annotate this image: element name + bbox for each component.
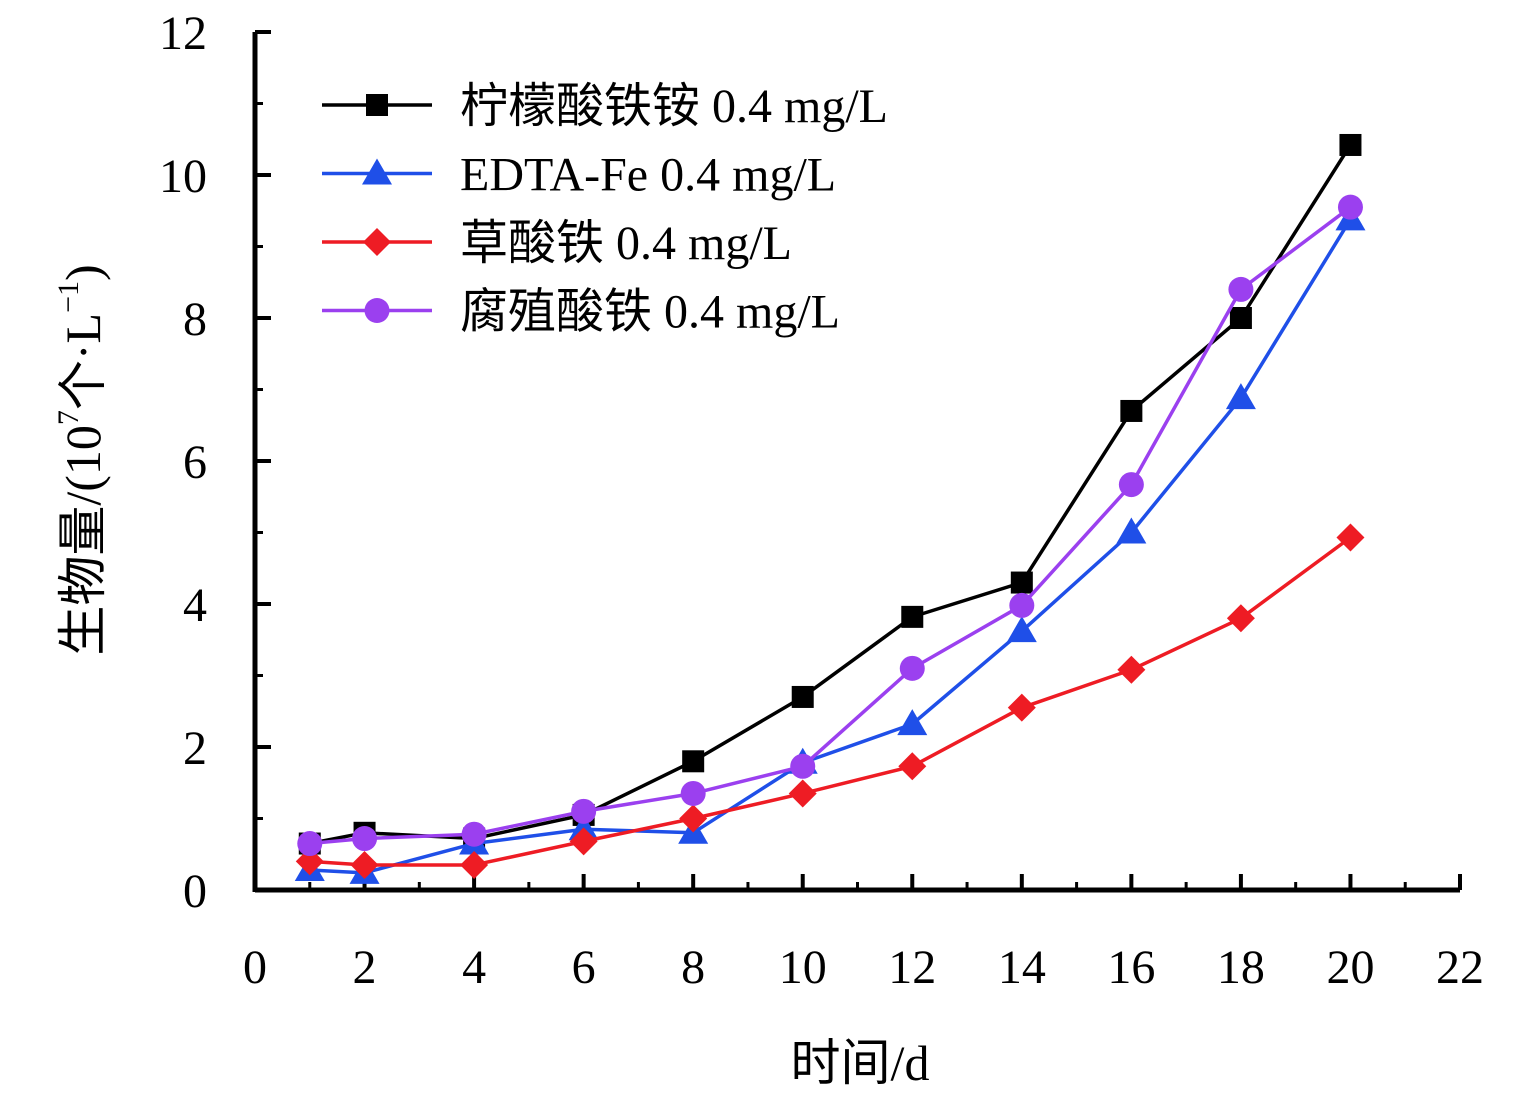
y-tick-label: 2 xyxy=(183,722,207,775)
legend-item: 腐殖酸铁 0.4 mg/L xyxy=(322,286,840,339)
x-tick-label: 4 xyxy=(462,941,486,994)
data-point xyxy=(461,821,487,847)
y-tick-label: 6 xyxy=(183,436,207,489)
data-point xyxy=(1116,517,1147,544)
x-axis-title: 时间/d xyxy=(791,1035,930,1091)
legend-marker xyxy=(364,298,390,323)
legend-marker xyxy=(366,94,388,116)
data-point xyxy=(295,847,324,876)
data-point xyxy=(790,753,816,779)
legend-label: 腐殖酸铁 0.4 mg/L xyxy=(460,286,840,339)
series-line xyxy=(309,536,1352,867)
data-point xyxy=(791,685,814,708)
data-point xyxy=(897,709,928,736)
y-axis-title-sup-minus1: −1 xyxy=(52,281,85,313)
data-point xyxy=(352,826,378,852)
y-axis-title-main: 生物量/(10 xyxy=(55,425,111,656)
data-point xyxy=(901,605,924,628)
data-point xyxy=(1117,655,1146,684)
series-1 xyxy=(298,133,1362,855)
data-point xyxy=(680,780,706,806)
y-axis-title-sup-7: 7 xyxy=(52,410,85,425)
data-point xyxy=(1339,133,1362,156)
data-point xyxy=(1010,571,1033,594)
x-tick-label: 8 xyxy=(681,941,705,994)
data-point xyxy=(679,804,708,833)
data-point xyxy=(1225,383,1256,410)
y-tick-label: 0 xyxy=(183,865,207,918)
legend-item: 柠檬酸铁铵 0.4 mg/L xyxy=(322,80,888,133)
x-tick-label: 6 xyxy=(572,941,596,994)
data-point xyxy=(1229,307,1252,329)
y-tick-label: 12 xyxy=(159,7,207,60)
y-tick-label: 8 xyxy=(183,293,207,346)
axes: 0 2 4 6 8 10 12 14 16 18 20 22 0 2 4 6 8 10 12 xyxy=(159,7,1484,994)
legend-item: EDTA-Fe 0.4 mg/L xyxy=(322,149,836,202)
data-point xyxy=(1336,523,1365,552)
legend-label: EDTA-Fe 0.4 mg/L xyxy=(460,149,836,202)
y-axis-title: 生物量/(107个·L−1) xyxy=(52,264,111,655)
y-tick-label: 4 xyxy=(183,579,207,632)
x-tick-label: 0 xyxy=(243,941,267,994)
data-point xyxy=(898,752,927,781)
x-tick-label: 12 xyxy=(888,941,936,994)
data-point xyxy=(297,831,323,857)
legend-label: 草酸铁 0.4 mg/L xyxy=(460,217,792,270)
x-tick-label: 14 xyxy=(998,941,1046,994)
data-point xyxy=(1006,616,1037,643)
y-axis-title-close: ) xyxy=(55,264,111,281)
data-point xyxy=(682,750,705,773)
data-point xyxy=(460,850,489,879)
series-4 xyxy=(297,194,1363,857)
data-point xyxy=(1226,604,1255,633)
y-axis-title-unit: 个·L xyxy=(55,313,111,410)
data-point xyxy=(568,814,599,841)
data-point xyxy=(1337,194,1363,220)
y-tick-label: 10 xyxy=(159,150,207,203)
legend-item: 草酸铁 0.4 mg/L xyxy=(322,217,792,270)
legend-marker xyxy=(362,158,392,185)
data-point xyxy=(571,798,597,824)
x-tick-label: 16 xyxy=(1107,941,1155,994)
legend-label: 柠檬酸铁铵 0.4 mg/L xyxy=(460,80,888,133)
data-point xyxy=(1118,472,1144,498)
data-point xyxy=(1120,399,1143,422)
data-point xyxy=(899,655,925,681)
x-tick-label: 20 xyxy=(1326,941,1374,994)
legend-marker xyxy=(363,228,391,256)
x-tick-label: 18 xyxy=(1217,941,1265,994)
data-point xyxy=(1228,276,1254,302)
data-point xyxy=(1009,592,1035,618)
x-tick-label: 10 xyxy=(779,941,827,994)
data-point xyxy=(788,779,817,808)
series-3 xyxy=(295,523,1365,879)
x-tick-label: 2 xyxy=(353,941,377,994)
x-tick-label: 22 xyxy=(1436,941,1484,994)
series-group xyxy=(294,133,1366,884)
legend: 柠檬酸铁铵 0.4 mg/L EDTA-Fe 0.4 mg/L 草酸铁 0.4 mg… xyxy=(322,80,888,339)
data-point xyxy=(569,827,598,856)
data-point xyxy=(350,850,379,879)
data-point xyxy=(1007,693,1036,722)
